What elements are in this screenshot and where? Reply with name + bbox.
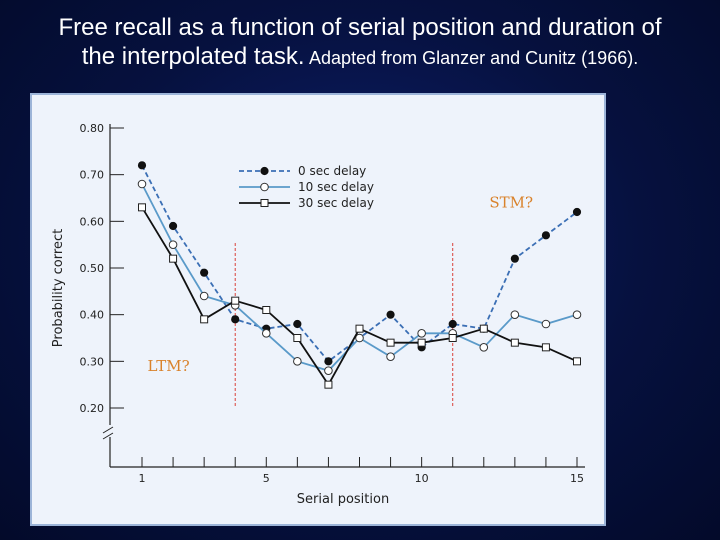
data-point-s2-1: [138, 203, 146, 212]
data-point-s1-14: [541, 319, 551, 329]
data-point-s2-7: [324, 380, 333, 389]
axis-break-mark: [102, 426, 114, 434]
data-point-s1-15: [572, 310, 582, 319]
y-tick-label: 0.70: [80, 169, 105, 182]
axis-break-mark: [102, 432, 114, 440]
data-point-s1-12: [479, 343, 489, 352]
data-point-s2-6: [293, 334, 302, 342]
y-tick-label: 0.50: [80, 262, 105, 275]
data-point-s2-8: [355, 324, 364, 333]
data-point-s0-3: [200, 268, 209, 277]
data-point-s1-10: [417, 329, 426, 338]
x-tick-label: 5: [263, 472, 270, 485]
data-point-s2-4: [231, 296, 240, 305]
data-point-s0-11: [448, 319, 457, 329]
legend-label-1: 10 sec delay: [298, 180, 374, 194]
chart-panel: 0.20 0.30 0.40 0.50 0.60 0.70 0.80 1 5 10 15 Serial…: [30, 93, 606, 526]
slide-title: Free recall as a function of serial posi…: [0, 14, 720, 72]
y-tick-label: 0.20: [80, 402, 105, 415]
data-point-s0-14: [541, 231, 551, 240]
data-point-s2-12: [479, 324, 488, 333]
x-tick-label: 10: [415, 472, 429, 485]
data-point-s0-2: [168, 221, 178, 231]
y-tick-label: 0.40: [80, 309, 105, 322]
x-axis-title: Serial position: [297, 492, 389, 507]
data-point-s2-14: [541, 343, 550, 352]
data-point-s1-1: [137, 179, 147, 189]
y-axis-title: Probability correct: [51, 229, 66, 347]
data-point-s0-4: [231, 315, 240, 324]
data-point-s1-2: [168, 240, 178, 249]
data-point-s1-6: [293, 357, 302, 366]
data-point-s1-3: [199, 291, 209, 301]
data-point-s2-9: [386, 338, 395, 347]
legend-marker-1: [260, 182, 269, 192]
title-line-2: the interpolated task.: [81, 42, 305, 70]
data-point-s2-2: [169, 254, 178, 263]
data-point-s2-11: [448, 334, 457, 342]
y-tick-label: 0.60: [80, 215, 105, 228]
data-point-s1-7: [324, 366, 333, 375]
data-point-s0-7: [324, 357, 333, 366]
data-point-s2-13: [510, 338, 519, 347]
data-point-s1-5: [261, 329, 271, 338]
legend-marker-2: [260, 199, 269, 207]
x-tick-label: 15: [570, 472, 584, 485]
data-point-s0-1: [137, 161, 147, 170]
annotation-stm: STM?: [489, 194, 533, 212]
title-line-1: Free recall as a function of serial posi…: [58, 14, 662, 41]
data-point-s2-5: [262, 306, 271, 314]
data-point-s0-15: [572, 207, 582, 217]
data-point-s2-15: [573, 357, 581, 366]
legend-label-2: 30 sec delay: [298, 196, 374, 210]
y-tick-label: 0.80: [80, 122, 105, 135]
title-citation: Adapted from Glanzer and Cunitz (1966).: [309, 47, 639, 68]
data-point-s2-10: [417, 338, 426, 347]
serial-position-chart: 0.200.300.400.500.600.700.801 5 10 15Serial…: [51, 122, 585, 507]
x-tick-label: 1: [139, 472, 146, 485]
data-point-s2-3: [200, 315, 209, 324]
legend-marker-0: [260, 166, 269, 176]
data-point-s1-13: [510, 310, 520, 319]
legend-label-0: 0 sec delay: [298, 164, 366, 178]
data-point-s0-6: [293, 319, 302, 329]
data-point-s1-8: [355, 333, 364, 343]
data-point-s0-13: [510, 254, 519, 263]
data-point-s1-9: [386, 352, 395, 361]
y-tick-label: 0.30: [80, 355, 105, 368]
data-point-s0-9: [386, 310, 395, 319]
annotation-ltm: LTM?: [148, 357, 190, 375]
